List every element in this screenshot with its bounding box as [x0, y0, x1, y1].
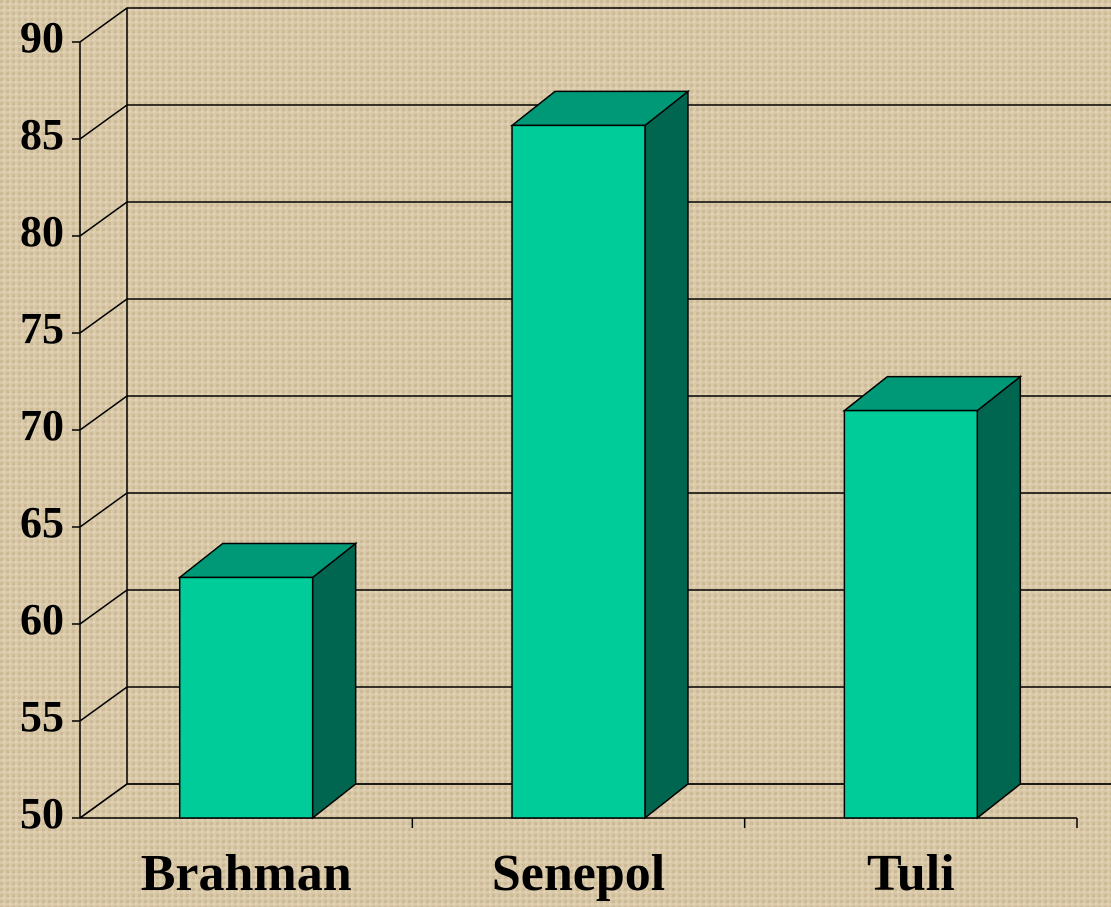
grid-line [79, 492, 1111, 528]
y-tick-label: 60 [20, 595, 64, 644]
y-tick-label: 65 [20, 498, 64, 547]
x-tick-label: Tuli [867, 845, 955, 902]
bar [511, 124, 646, 819]
y-tick-label: 80 [20, 207, 64, 256]
grid-line [79, 7, 1111, 43]
grid-line [79, 104, 1111, 140]
bar [178, 576, 314, 819]
bar-side [644, 89, 689, 820]
x-tick-label: Brahman [141, 845, 352, 902]
grid-line [79, 395, 1111, 431]
bar-side [976, 375, 1022, 820]
y-tick-label: 50 [20, 789, 64, 838]
x-tick-label: Senepol [492, 845, 665, 902]
grid-line [79, 589, 1111, 625]
grid-line [79, 201, 1111, 237]
y-tick-label: 85 [20, 110, 64, 159]
y-tick-label: 75 [20, 304, 64, 353]
bar [843, 409, 979, 819]
grid-line [79, 686, 1111, 722]
grid-line [79, 298, 1111, 334]
y-tick-label: 90 [20, 13, 64, 62]
grid-line [79, 783, 1111, 819]
y-tick-label: 55 [20, 692, 64, 741]
y-tick-label: 70 [20, 401, 64, 450]
bar-side [311, 541, 357, 820]
